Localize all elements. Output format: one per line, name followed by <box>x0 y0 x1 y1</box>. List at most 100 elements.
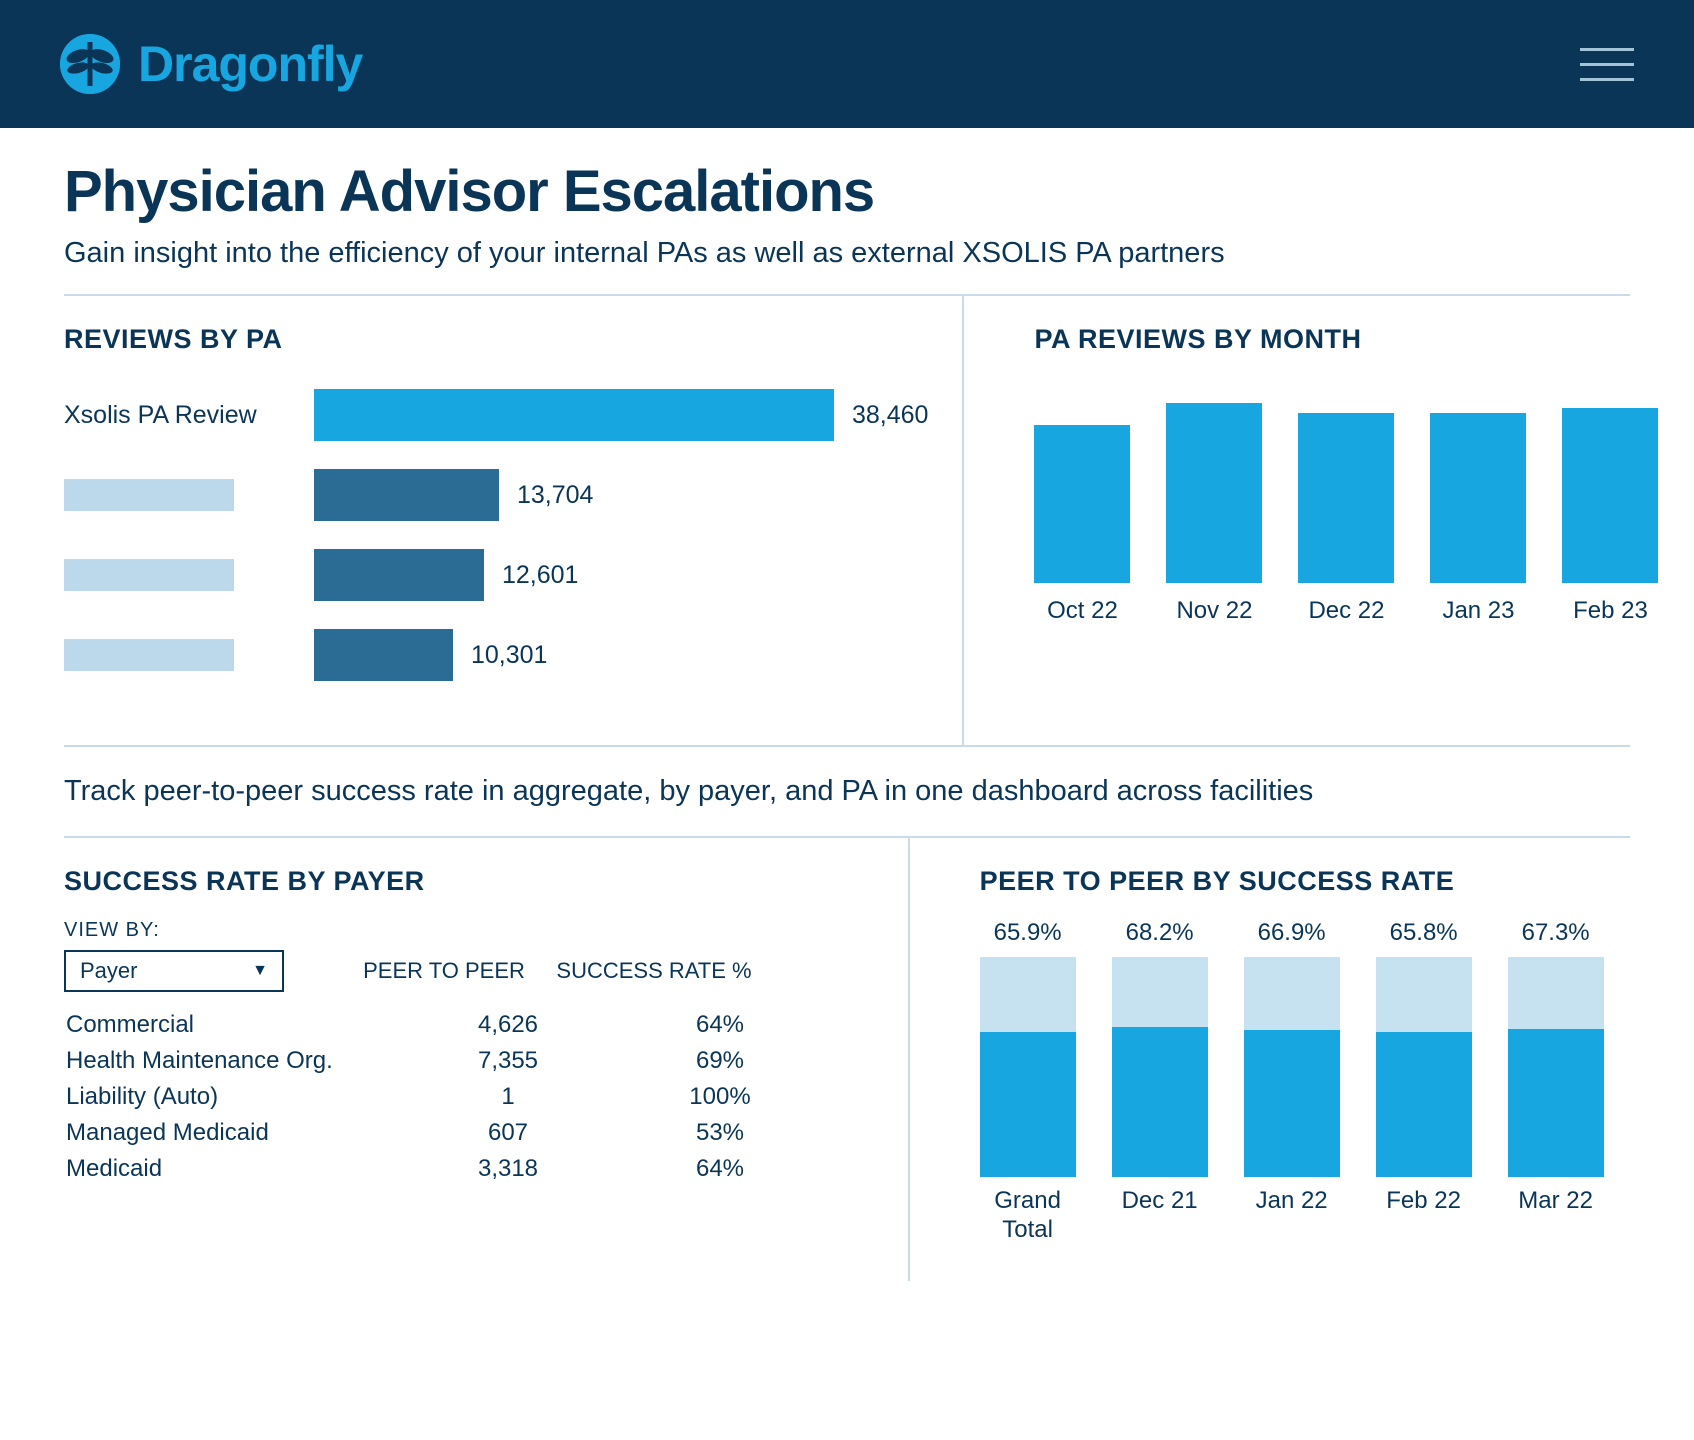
brand-logo[interactable]: Dragonfly <box>60 34 362 94</box>
hbar-label <box>64 639 314 671</box>
stacked-seg-success <box>1376 1032 1472 1177</box>
stacked-bar <box>1376 957 1472 1177</box>
hbar-row: 12,601 <box>64 549 928 601</box>
hbar-bar-col: 12,601 <box>314 549 928 601</box>
stacked-pct-label: 68.2% <box>1126 919 1194 947</box>
panel-reviews-by-pa: REVIEWS BY PA Xsolis PA Review38,460 13,7… <box>64 296 964 745</box>
peer-to-peer-value: 607 <box>408 1116 608 1150</box>
payer-name: Commercial <box>66 1008 406 1042</box>
table-row: Commercial4,62664% <box>66 1008 830 1042</box>
hbar-bar-col: 13,704 <box>314 469 928 521</box>
peer-to-peer-value: 7,355 <box>408 1044 608 1078</box>
payer-name: Managed Medicaid <box>66 1116 406 1150</box>
panel-title: PEER TO PEER BY SUCCESS RATE <box>980 866 1604 897</box>
hbar-bar <box>314 389 834 441</box>
table-row: Medicaid3,31864% <box>66 1152 830 1186</box>
peer-to-peer-value: 1 <box>408 1080 608 1114</box>
hbar-value: 13,704 <box>517 481 593 510</box>
row-1: REVIEWS BY PA Xsolis PA Review38,460 13,7… <box>64 294 1630 747</box>
vbar-wrap: Jan 23 <box>1430 413 1526 625</box>
hbar-row: Xsolis PA Review38,460 <box>64 389 928 441</box>
stacked-col: 66.9% Jan 22 <box>1244 919 1340 1216</box>
row-2: SUCCESS RATE BY PAYER VIEW BY: Payer ▼ P… <box>64 836 1630 1281</box>
hbar-row: 10,301 <box>64 629 928 681</box>
stacked-x-label: GrandTotal <box>994 1187 1061 1245</box>
hbar-value: 12,601 <box>502 561 578 590</box>
page-content: Physician Advisor Escalations Gain insig… <box>0 128 1694 1331</box>
stacked-x-label: Mar 22 <box>1518 1187 1593 1216</box>
page-title: Physician Advisor Escalations <box>64 158 1630 225</box>
success-rate-value: 53% <box>610 1116 830 1150</box>
stacked-col: 68.2% Dec 21 <box>1112 919 1208 1216</box>
stacked-x-label: Jan 22 <box>1256 1187 1328 1216</box>
redacted-label <box>64 639 234 671</box>
stacked-seg-remainder <box>1244 957 1340 1030</box>
table-row: Liability (Auto)1100% <box>66 1080 830 1114</box>
chevron-down-icon: ▼ <box>252 962 268 980</box>
stacked-col: 65.9% GrandTotal <box>980 919 1076 1245</box>
stacked-pct-label: 65.8% <box>1390 919 1458 947</box>
redacted-label <box>64 559 234 591</box>
vbar <box>1034 425 1130 583</box>
hbar-bar <box>314 629 453 681</box>
panel-p2p-success: PEER TO PEER BY SUCCESS RATE 65.9% GrandT… <box>910 838 1638 1281</box>
stacked-x-label: Feb 22 <box>1386 1187 1461 1216</box>
pa-by-month-chart: Oct 22 Nov 22 Dec 22 Jan 23 Feb 23 <box>1034 395 1658 625</box>
peer-to-peer-value: 3,318 <box>408 1152 608 1186</box>
stacked-col: 67.3%Mar 22 <box>1508 919 1604 1216</box>
hbar-bar <box>314 469 499 521</box>
success-rate-value: 100% <box>610 1080 830 1114</box>
table-row: Health Maintenance Org.7,35569% <box>66 1044 830 1078</box>
view-by-dropdown[interactable]: Payer ▼ <box>64 950 284 992</box>
panel-title: SUCCESS RATE BY PAYER <box>64 866 874 897</box>
section-subtitle: Track peer-to-peer success rate in aggre… <box>64 747 1630 836</box>
hbar-bar-col: 38,460 <box>314 389 928 441</box>
redacted-label <box>64 479 234 511</box>
vbar-wrap: Dec 22 <box>1298 413 1394 625</box>
vbar-label: Feb 23 <box>1573 597 1648 625</box>
stacked-bar <box>980 957 1076 1177</box>
stacked-bar <box>1508 957 1604 1177</box>
brand-name: Dragonfly <box>138 35 362 93</box>
stacked-x-label: Dec 21 <box>1122 1187 1198 1216</box>
view-by-label: VIEW BY: <box>64 919 874 942</box>
p2p-success-chart: 65.9% GrandTotal 68.2% Dec 21 66.9% Jan 22 65.… <box>980 919 1604 1245</box>
vbar <box>1430 413 1526 583</box>
dragonfly-icon <box>60 34 120 94</box>
success-rate-value: 64% <box>610 1152 830 1186</box>
vbar-label: Oct 22 <box>1047 597 1118 625</box>
stacked-col: 65.8% Feb 22 <box>1376 919 1472 1216</box>
hbar-label <box>64 479 314 511</box>
stacked-bar <box>1112 957 1208 1177</box>
hbar-bar-col: 10,301 <box>314 629 928 681</box>
vbar-label: Jan 23 <box>1442 597 1514 625</box>
stacked-seg-remainder <box>1112 957 1208 1027</box>
payer-name: Liability (Auto) <box>66 1080 406 1114</box>
col-header-rate: SUCCESS RATE % <box>544 958 764 984</box>
stacked-seg-success <box>1112 1027 1208 1177</box>
stacked-seg-success <box>1508 1029 1604 1177</box>
success-rate-value: 69% <box>610 1044 830 1078</box>
payer-name: Health Maintenance Org. <box>66 1044 406 1078</box>
hbar-label <box>64 559 314 591</box>
panel-title: PA REVIEWS BY MONTH <box>1034 324 1658 355</box>
vbar <box>1166 403 1262 583</box>
hbar-row: 13,704 <box>64 469 928 521</box>
vbar-label: Dec 22 <box>1308 597 1384 625</box>
stacked-seg-success <box>980 1032 1076 1177</box>
dropdown-value: Payer <box>80 958 137 984</box>
stacked-pct-label: 65.9% <box>994 919 1062 947</box>
stacked-seg-success <box>1244 1030 1340 1177</box>
payer-table: Commercial4,62664%Health Maintenance Org… <box>64 1006 832 1188</box>
vbar-wrap: Oct 22 <box>1034 425 1130 625</box>
menu-icon[interactable] <box>1580 48 1634 81</box>
panel-pa-by-month: PA REVIEWS BY MONTH Oct 22 Nov 22 Dec 22 Ja… <box>964 296 1692 745</box>
hbar-bar <box>314 549 484 601</box>
stacked-pct-label: 66.9% <box>1258 919 1326 947</box>
table-row: Managed Medicaid60753% <box>66 1116 830 1150</box>
stacked-seg-remainder <box>1508 957 1604 1029</box>
vbar-label: Nov 22 <box>1176 597 1252 625</box>
hbar-label: Xsolis PA Review <box>64 401 314 430</box>
panel-title: REVIEWS BY PA <box>64 324 928 355</box>
page-subtitle: Gain insight into the efficiency of your… <box>64 237 1630 270</box>
